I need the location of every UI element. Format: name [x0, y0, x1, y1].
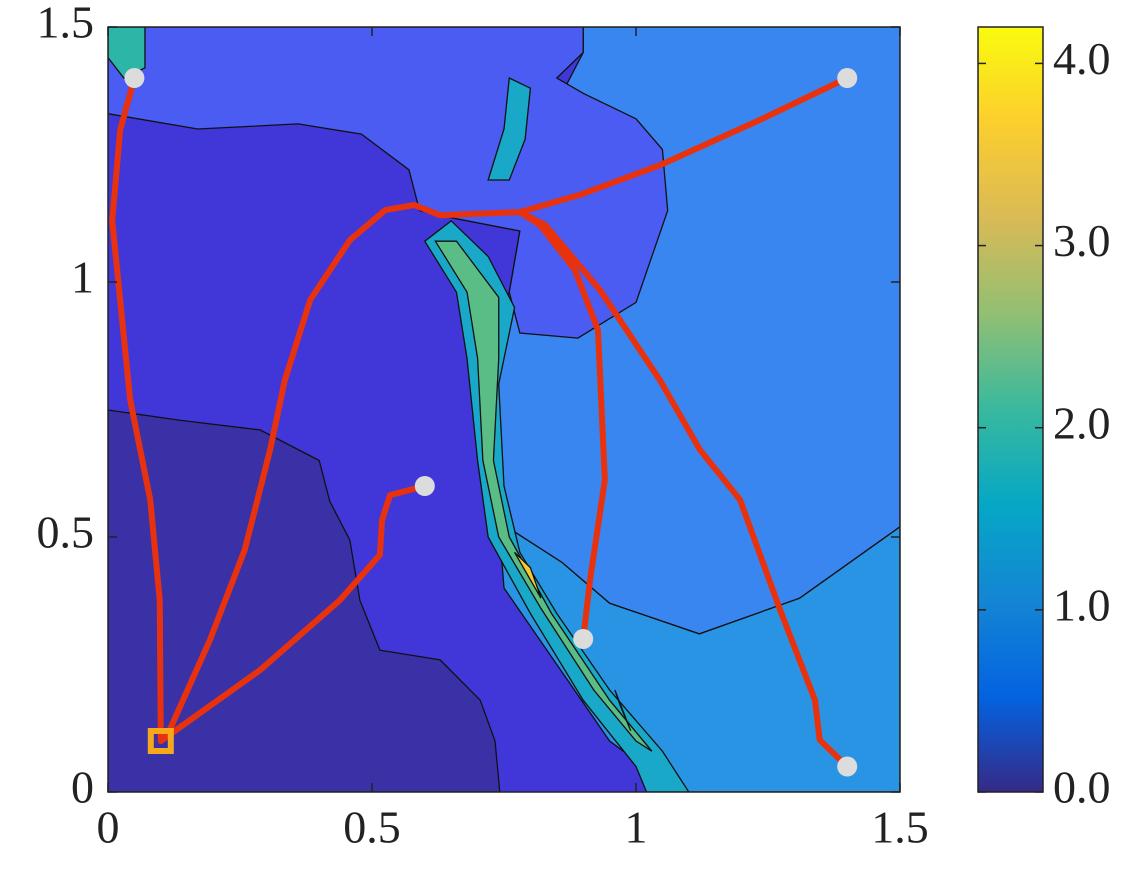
start-point — [837, 756, 858, 777]
contour-region — [108, 409, 501, 792]
y-tick-label: 1 — [71, 252, 94, 303]
plot-area — [108, 27, 900, 792]
start-point — [124, 68, 145, 88]
plot-frame — [107, 26, 901, 793]
trajectory — [109, 75, 164, 744]
goal-marker — [147, 728, 174, 754]
y-tick-label: 1.5 — [37, 0, 95, 48]
colorbar-tick-label: 4.0 — [1053, 33, 1111, 84]
trajectory — [516, 209, 851, 770]
trajectory — [157, 75, 851, 744]
contour-region — [513, 551, 542, 599]
colorbar-tick-label: 0.0 — [1053, 762, 1111, 813]
x-tick-label: 0.5 — [343, 802, 401, 853]
contour-region — [434, 240, 653, 752]
overlay: 0 0.5 1 1.5 0 0.5 1 1.5 0.0 1.0 2.0 3.0 4.0 — [37, 0, 1111, 853]
trajectory — [157, 483, 428, 744]
y-tick-label: 0.5 — [37, 507, 95, 558]
colorbar-tick-label: 3.0 — [1053, 215, 1111, 266]
start-point — [837, 68, 858, 88]
colorbar-tick-label: 1.0 — [1053, 579, 1111, 630]
start-point — [414, 476, 435, 496]
start-point — [573, 629, 594, 649]
colorbar-tick-label: 2.0 — [1053, 397, 1111, 448]
contour-region — [614, 689, 632, 732]
x-tick-label: 1.5 — [871, 802, 929, 853]
contour-region — [487, 77, 532, 181]
y-tick-label: 0 — [71, 762, 94, 813]
x-tick-label: 1 — [625, 802, 648, 853]
x-tick-label: 0 — [97, 802, 120, 853]
colorbar — [977, 26, 1044, 793]
